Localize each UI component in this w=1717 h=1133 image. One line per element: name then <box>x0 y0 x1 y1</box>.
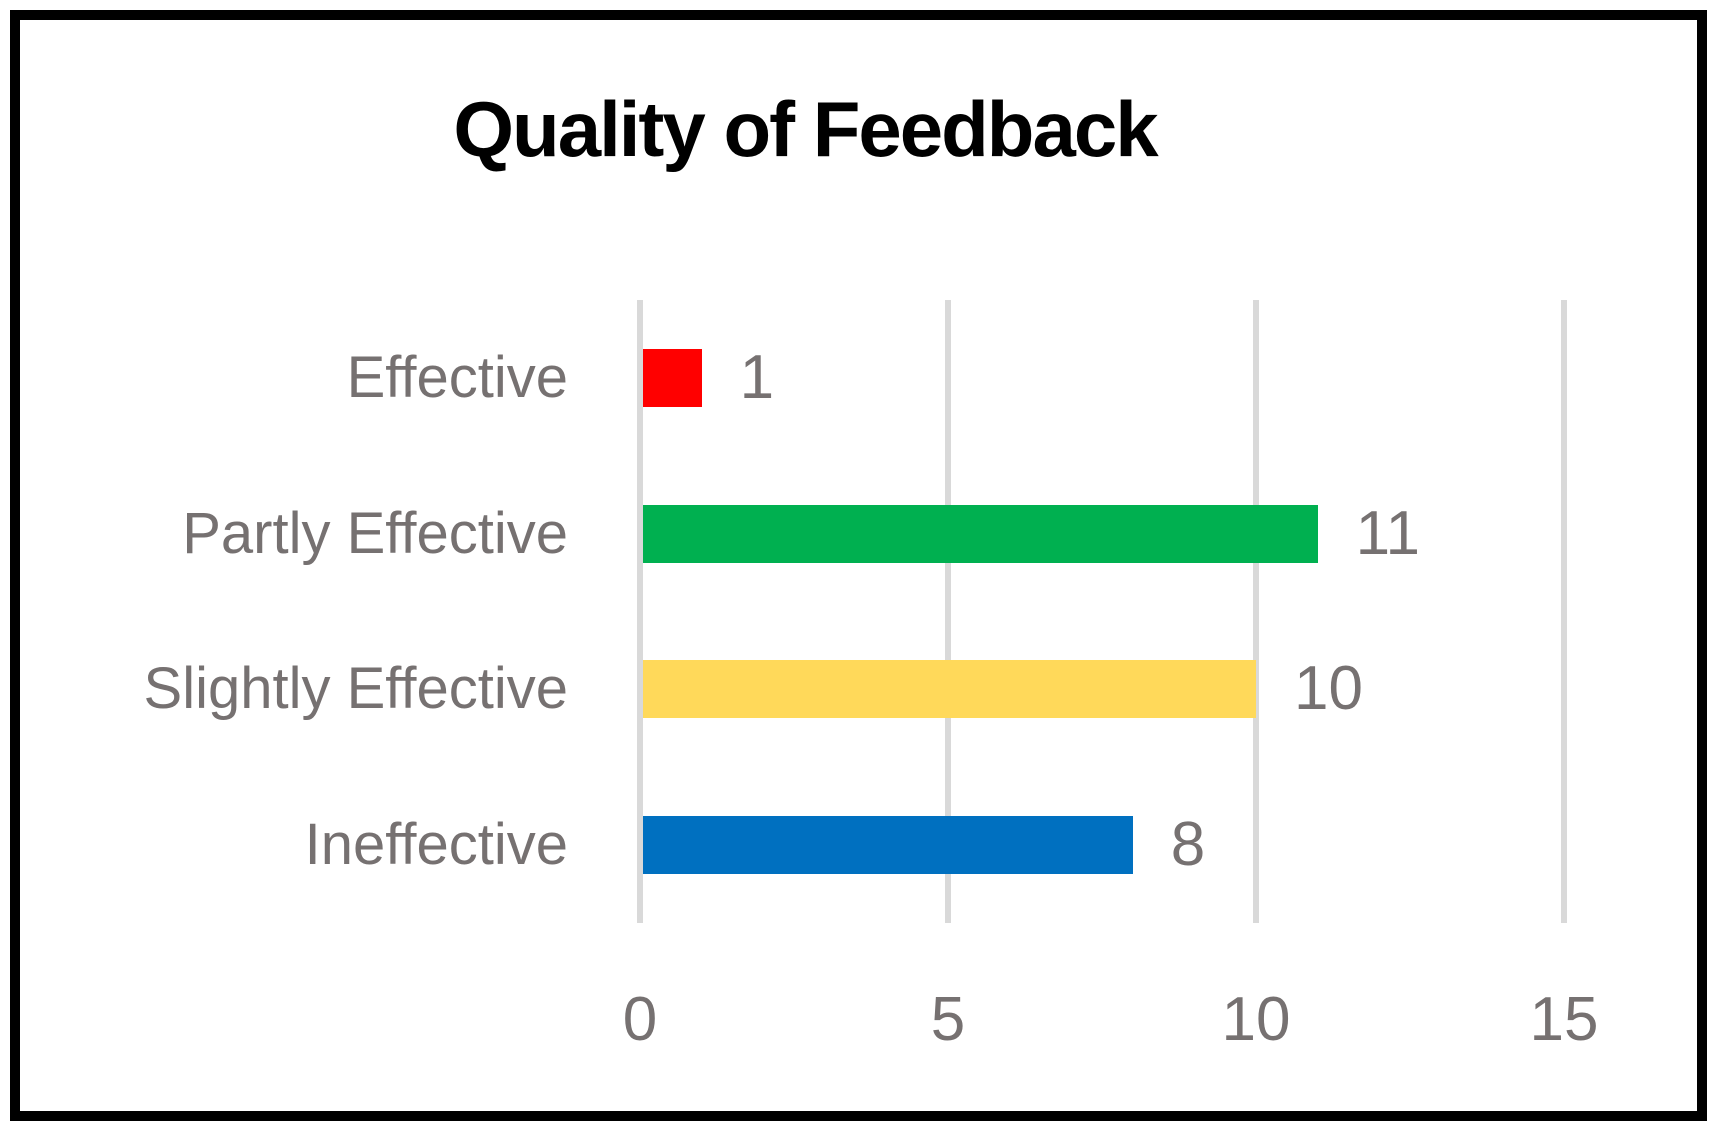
chart-title: Quality of Feedback <box>453 85 1158 173</box>
data-label: 10 <box>1294 654 1363 724</box>
gridline-x-5 <box>945 300 951 923</box>
category-label: Ineffective <box>304 812 568 878</box>
x-axis-tick-label: 10 <box>1221 985 1291 1054</box>
gridline-x-0 <box>637 300 643 923</box>
gridline-x-10 <box>1253 300 1259 923</box>
x-axis-tick-label: 0 <box>622 985 658 1054</box>
category-label: Slightly Effective <box>143 656 568 722</box>
data-label: 1 <box>739 342 775 412</box>
data-label: 11 <box>1355 498 1420 568</box>
x-axis-tick-label: 5 <box>930 985 966 1054</box>
bar-slightly-effective <box>643 660 1256 719</box>
data-label: 8 <box>1170 810 1206 880</box>
x-axis-tick-label: 15 <box>1529 985 1599 1054</box>
category-label: Effective <box>346 344 568 410</box>
bar-ineffective <box>643 816 1133 875</box>
chart-border <box>10 10 1707 1121</box>
gridline-x-15 <box>1561 300 1567 923</box>
bar-partly-effective <box>643 504 1318 563</box>
bar-effective <box>643 348 702 407</box>
category-label: Partly Effective <box>182 500 568 566</box>
